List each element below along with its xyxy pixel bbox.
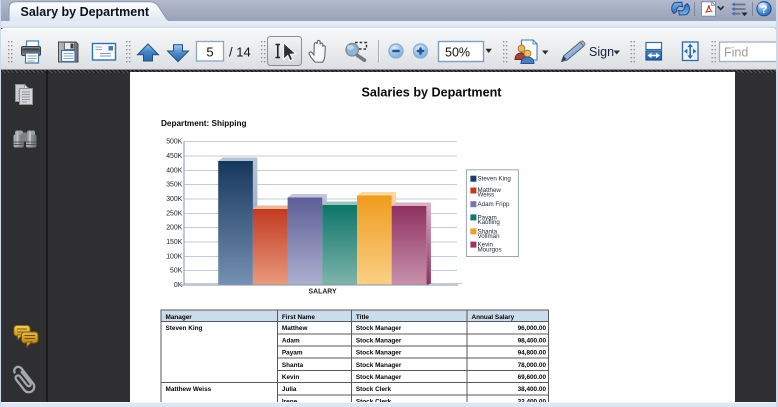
svg-text:Steven King: Steven King <box>478 176 512 183</box>
svg-text:Title: Title <box>356 314 369 321</box>
svg-text:98,400.00: 98,400.00 <box>518 337 547 344</box>
svg-text:78,000.00: 78,000.00 <box>518 362 547 369</box>
svg-text:Department: Shipping: Department: Shipping <box>161 119 247 128</box>
svg-text:Stock Clerk: Stock Clerk <box>356 386 392 393</box>
svg-text:Matthew: Matthew <box>282 325 308 332</box>
svg-text:Stock Manager: Stock Manager <box>356 374 402 381</box>
svg-text:Adam: Adam <box>282 337 300 344</box>
svg-text:Stock Manager: Stock Manager <box>356 337 402 344</box>
svg-text:Weiss: Weiss <box>478 192 495 199</box>
svg-text:5: 5 <box>206 44 213 59</box>
svg-text:Stock Clerk: Stock Clerk <box>356 398 392 402</box>
svg-text:First Name: First Name <box>282 314 315 321</box>
svg-text:450K: 450K <box>166 153 182 160</box>
svg-text:Shanta: Shanta <box>478 228 498 235</box>
svg-text:Salaries by Department: Salaries by Department <box>362 86 503 100</box>
svg-text:Payam: Payam <box>478 214 497 221</box>
svg-text:Shanta: Shanta <box>282 362 304 369</box>
svg-text:Stock Manager: Stock Manager <box>356 362 402 369</box>
svg-text:Payam: Payam <box>282 350 303 357</box>
svg-text:Kaufling: Kaufling <box>478 219 501 226</box>
svg-text:500K: 500K <box>166 139 182 146</box>
svg-text:Manager: Manager <box>166 314 193 321</box>
svg-text:Stock Manager: Stock Manager <box>356 325 402 332</box>
svg-text:Kevin: Kevin <box>478 242 494 249</box>
svg-text:100K: 100K <box>166 253 182 260</box>
svg-text:Irene: Irene <box>282 398 298 402</box>
svg-text:96,000.00: 96,000.00 <box>518 325 547 332</box>
svg-text:Matthew: Matthew <box>478 187 502 194</box>
svg-text:Salary by Department: Salary by Department <box>21 5 150 19</box>
svg-text:?: ? <box>761 4 768 16</box>
svg-text:200K: 200K <box>166 225 182 232</box>
svg-text:50K: 50K <box>170 268 183 275</box>
svg-text:SALARY: SALARY <box>309 289 337 296</box>
svg-text:Julia: Julia <box>282 386 297 393</box>
svg-text:Adam Fripp: Adam Fripp <box>478 201 511 208</box>
svg-text:150K: 150K <box>166 239 182 246</box>
svg-text:Kevin: Kevin <box>282 374 299 381</box>
svg-text:Annual Salary: Annual Salary <box>472 314 515 321</box>
svg-text:/ 14: / 14 <box>229 44 251 59</box>
svg-text:38,400.00: 38,400.00 <box>518 386 547 393</box>
svg-text:32,400.00: 32,400.00 <box>518 398 547 402</box>
svg-text:350K: 350K <box>166 182 182 189</box>
svg-text:Stock Manager: Stock Manager <box>356 350 402 357</box>
svg-text:Steven King: Steven King <box>166 325 203 332</box>
svg-text:50%: 50% <box>445 46 470 60</box>
svg-text:69,600.00: 69,600.00 <box>518 374 547 381</box>
svg-text:Find: Find <box>724 45 748 59</box>
svg-text:Matthew Weiss: Matthew Weiss <box>166 386 212 393</box>
svg-text:Mourgos: Mourgos <box>478 246 502 253</box>
svg-text:94,800.00: 94,800.00 <box>518 350 547 357</box>
svg-text:400K: 400K <box>166 167 182 174</box>
svg-text:Vollman: Vollman <box>478 233 501 240</box>
svg-text:Sign: Sign <box>589 45 614 59</box>
svg-text:250K: 250K <box>166 210 182 217</box>
svg-text:300K: 300K <box>166 196 182 203</box>
